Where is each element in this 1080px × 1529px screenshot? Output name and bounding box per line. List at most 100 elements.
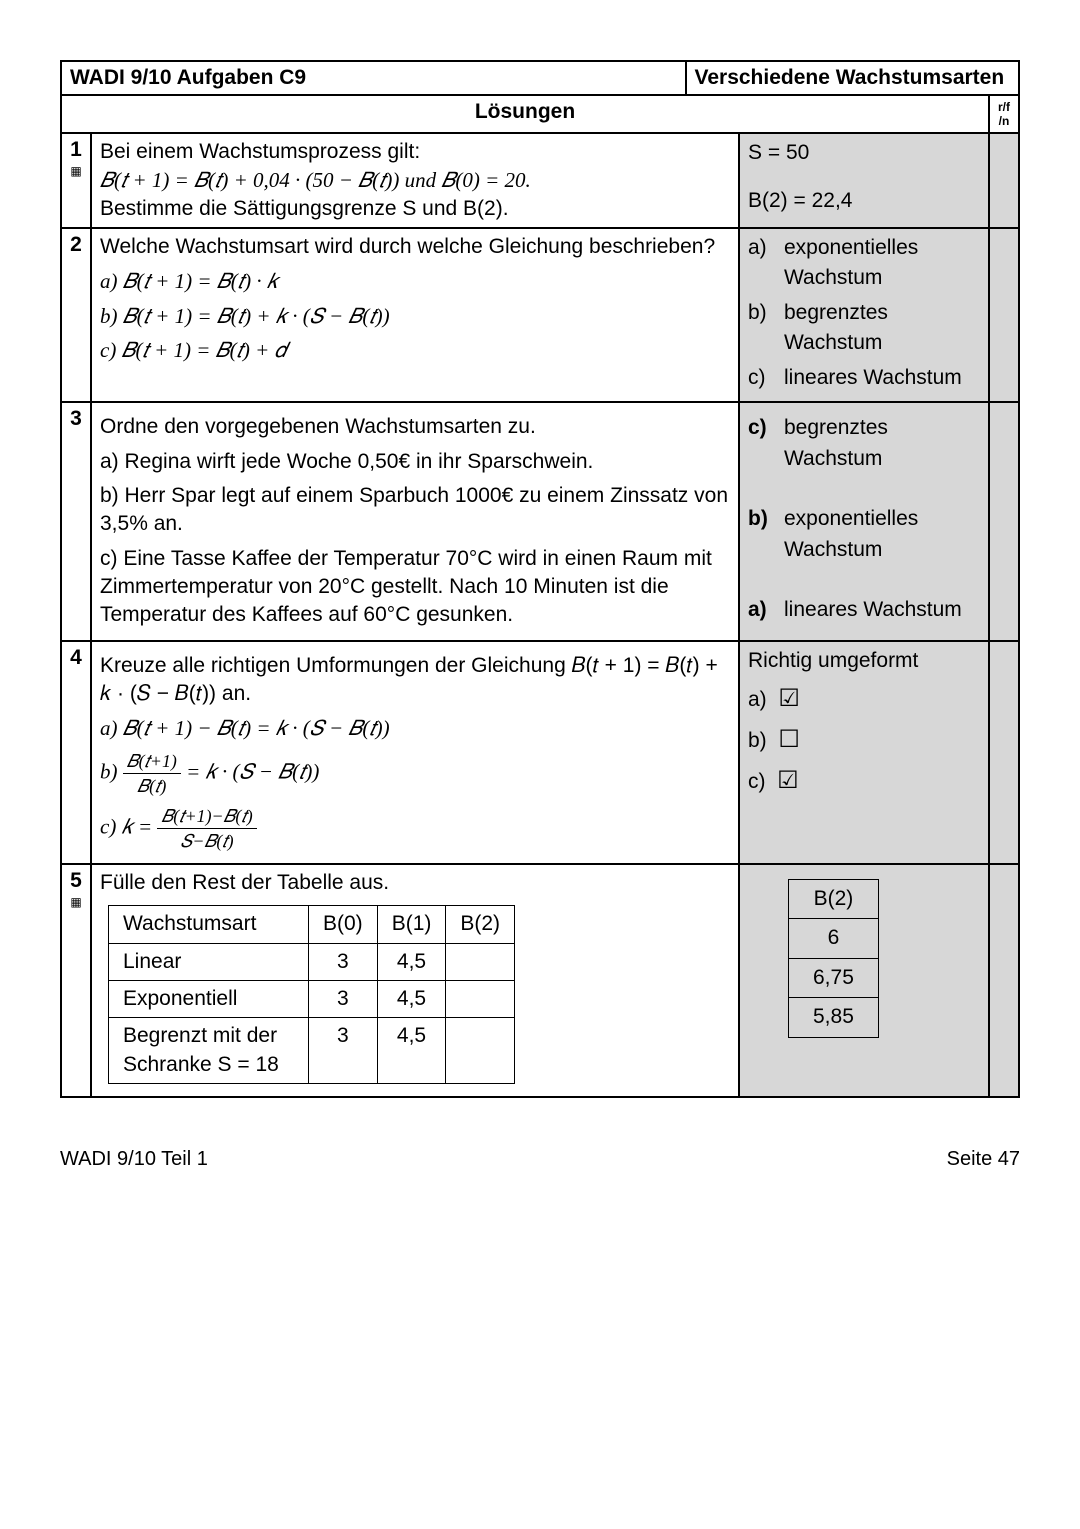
row2-answer: a) exponentielles Wachstum b) begrenztes…: [739, 228, 989, 402]
row2-prompt: Welche Wachstumsart wird durch welche Gl…: [91, 228, 739, 402]
row4-check-c: ☑: [777, 767, 799, 794]
subheader-row: Lösungen r/f /n: [61, 95, 1019, 133]
row3-ans3-label: a): [748, 595, 772, 625]
row3-opt-c: c) Eine Tasse Kaffee der Temperatur 70°C…: [100, 545, 730, 630]
row1-num-text: 1: [70, 138, 82, 161]
footer-right: Seite 47: [947, 1148, 1020, 1171]
t-r1c4: [446, 943, 515, 980]
footer: WADI 9/10 Teil 1 Seite 47: [60, 1148, 1020, 1171]
t-h4: B(2): [446, 906, 515, 943]
problem-row-3: 3 Ordne den vorgegebenen Wachstumsarten …: [61, 402, 1019, 640]
row4-b-num: 𝐵(𝑡+1): [123, 749, 181, 774]
row3-prompt: Ordne den vorgegebenen Wachstumsarten zu…: [91, 402, 739, 640]
row2-ans-a-text: exponentielles Wachstum: [784, 233, 980, 294]
calculator-icon: ▦: [70, 895, 82, 909]
at-h: B(2): [789, 879, 879, 918]
row1-blank: [989, 133, 1019, 228]
row5-line1: Fülle den Rest der Tabelle aus.: [100, 869, 730, 897]
row4-check-a: ☑: [778, 685, 800, 712]
problem-row-1: 1 ▦ Bei einem Wachstumsprozess gilt: 𝐵(𝑡…: [61, 133, 1019, 228]
row4-c-den: 𝑆−𝐵(𝑡): [157, 829, 256, 853]
calculator-icon: ▦: [70, 164, 82, 178]
t-r2c3: 4,5: [377, 981, 446, 1018]
header-left: WADI 9/10 Aufgaben C9: [61, 61, 686, 95]
row4-ans-b: b): [748, 729, 767, 752]
t-r2c2: 3: [309, 981, 378, 1018]
main-table: WADI 9/10 Aufgaben C9 Verschiedene Wachs…: [60, 60, 1020, 1098]
row3-ans1-label: c): [748, 413, 772, 443]
row3-ans3-text: lineares Wachstum: [784, 595, 962, 625]
row4-opt-a: a) 𝐵(𝑡 + 1) − 𝐵(𝑡) = 𝑘 · (𝑆 − 𝐵(𝑡)): [100, 714, 730, 742]
row2-opt-a: a) 𝐵(𝑡 + 1) = 𝐵(𝑡) · 𝑘: [100, 267, 730, 295]
at-v1: 6: [789, 919, 879, 958]
t-h2: B(0): [309, 906, 378, 943]
row4-number: 4: [61, 641, 91, 864]
t-r1c3: 4,5: [377, 943, 446, 980]
row4-ans-c: c): [748, 770, 766, 793]
row5-number: 5 ▦: [61, 864, 91, 1097]
row4-blank: [989, 641, 1019, 864]
footer-left: WADI 9/10 Teil 1: [60, 1148, 208, 1171]
row2-opt-b: b) 𝐵(𝑡 + 1) = 𝐵(𝑡) + 𝑘 · (𝑆 − 𝐵(𝑡)): [100, 302, 730, 330]
at-v3: 5,85: [789, 998, 879, 1037]
t-r2c4: [446, 981, 515, 1018]
row4-ans-title: Richtig umgeformt: [748, 646, 980, 676]
row1-answer: S = 50 B(2) = 22,4: [739, 133, 989, 228]
row5-answer: B(2) 6 6,75 5,85: [739, 864, 989, 1097]
t-r3c4: [446, 1018, 515, 1084]
row4-prompt: Kreuze alle richtigen Umformungen der Gl…: [91, 641, 739, 864]
row2-line1: Welche Wachstumsart wird durch welche Gl…: [100, 233, 730, 261]
row3-ans2-text: exponentielles Wachstum: [784, 504, 980, 565]
row4-b-prefix: b): [100, 759, 123, 783]
row1-line3: Bestimme die Sättigungsgrenze S und B(2)…: [100, 195, 730, 223]
worksheet-page: WADI 9/10 Aufgaben C9 Verschiedene Wachs…: [60, 60, 1020, 1171]
subtitle: Lösungen: [61, 95, 989, 133]
row1-ans1: S = 50: [748, 138, 980, 168]
row4-b-frac: 𝐵(𝑡+1) 𝐵(𝑡): [123, 749, 181, 798]
at-v2: 6,75: [789, 958, 879, 997]
t-r1c1: Linear: [109, 943, 309, 980]
header-row: WADI 9/10 Aufgaben C9 Verschiedene Wachs…: [61, 61, 1019, 95]
t-r3c1: Begrenzt mit der Schranke S = 18: [109, 1018, 309, 1084]
row4-b-den: 𝐵(𝑡): [123, 774, 181, 798]
row2-ans-b-text: begrenztes Wachstum: [784, 298, 980, 359]
t-r3c3: 4,5: [377, 1018, 446, 1084]
row4-ans-a: a): [748, 688, 767, 711]
row1-ans2: B(2) = 22,4: [748, 186, 980, 216]
problem-row-4: 4 Kreuze alle richtigen Umformungen der …: [61, 641, 1019, 864]
t-r2c1: Exponentiell: [109, 981, 309, 1018]
header-right: Verschiedene Wachstumsarten: [686, 61, 1020, 95]
problem-row-2: 2 Welche Wachstumsart wird durch welche …: [61, 228, 1019, 402]
row1-line1: Bei einem Wachstumsprozess gilt:: [100, 138, 730, 166]
row4-line1: Kreuze alle richtigen Umformungen der Gl…: [100, 652, 730, 709]
row1-prompt: Bei einem Wachstumsprozess gilt: 𝐵(𝑡 + 1…: [91, 133, 739, 228]
row4-c-frac: 𝐵(𝑡+1)−𝐵(𝑡) 𝑆−𝐵(𝑡): [157, 804, 256, 853]
row4-b-suffix: = 𝑘 · (𝑆 − 𝐵(𝑡)): [186, 759, 319, 783]
row2-ans-b-label: b): [748, 298, 772, 328]
row4-opt-c: c) 𝑘 = 𝐵(𝑡+1)−𝐵(𝑡) 𝑆−𝐵(𝑡): [100, 804, 730, 853]
row5-answer-table: B(2) 6 6,75 5,85: [788, 879, 879, 1038]
row3-number: 3: [61, 402, 91, 640]
rf-label: r/f /n: [989, 95, 1019, 133]
row4-c-prefix: c) 𝑘 =: [100, 814, 157, 838]
row2-opt-c: c) 𝐵(𝑡 + 1) = 𝐵(𝑡) + 𝑑: [100, 336, 730, 364]
problem-row-5: 5 ▦ Fülle den Rest der Tabelle aus. Wach…: [61, 864, 1019, 1097]
row1-formula: 𝐵(𝑡 + 1) = 𝐵(𝑡) + 0,04 · (50 − 𝐵(𝑡)) und…: [100, 166, 730, 194]
row4-answer: Richtig umgeformt a) ☑ b) ☐ c) ☑: [739, 641, 989, 864]
t-r3c2: 3: [309, 1018, 378, 1084]
t-r1c2: 3: [309, 943, 378, 980]
row2-number: 2: [61, 228, 91, 402]
row2-ans-a-label: a): [748, 233, 772, 263]
row3-ans2-label: b): [748, 504, 772, 534]
row2-ans-c-text: lineares Wachstum: [784, 363, 962, 393]
row2-blank: [989, 228, 1019, 402]
row4-line1-text: Kreuze alle richtigen Umformungen der Gl…: [100, 654, 718, 705]
row4-c-num: 𝐵(𝑡+1)−𝐵(𝑡): [157, 804, 256, 829]
row2-ans-c-label: c): [748, 363, 772, 393]
row5-prompt: Fülle den Rest der Tabelle aus. Wachstum…: [91, 864, 739, 1097]
row5-inner-table: Wachstumsart B(0) B(1) B(2) Linear 3 4,5…: [108, 905, 515, 1084]
t-h3: B(1): [377, 906, 446, 943]
row1-number: 1 ▦: [61, 133, 91, 228]
row4-check-b: ☐: [778, 726, 800, 753]
row3-answer: c) begrenztes Wachstum b) exponentielles…: [739, 402, 989, 640]
